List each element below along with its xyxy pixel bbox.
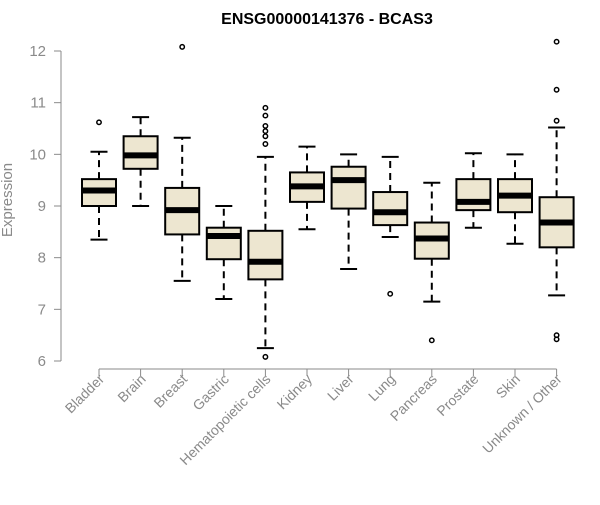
y-tick-label: 8 — [38, 250, 46, 267]
box — [372, 191, 409, 227]
box — [247, 229, 284, 281]
y-tick-label: 6 — [38, 353, 46, 370]
box-group — [81, 119, 117, 241]
outlier-point — [262, 122, 269, 129]
y-tick-label: 10 — [29, 146, 46, 163]
outlier-point — [262, 141, 269, 147]
outlier-point — [553, 86, 560, 93]
outlier-point — [553, 117, 560, 124]
box-group — [247, 104, 284, 360]
outlier-point — [262, 133, 269, 140]
box-group — [497, 153, 533, 245]
outlier-point — [553, 332, 560, 339]
x-tick-label: Prostate — [433, 371, 481, 419]
outlier-point — [553, 38, 560, 45]
outlier-point — [262, 112, 269, 119]
box-group — [289, 145, 325, 231]
x-tick-label: Unknown / Other — [479, 371, 565, 457]
box-group — [122, 116, 159, 207]
x-tick-label: Liver — [324, 371, 357, 404]
y-tick-label: 9 — [38, 198, 46, 215]
box — [330, 165, 367, 210]
y-tick-label: 7 — [38, 301, 46, 318]
box-group — [372, 155, 409, 297]
box-group — [205, 205, 242, 300]
outlier-point — [262, 128, 269, 135]
plot-area — [81, 38, 575, 360]
outlier-point — [428, 337, 435, 344]
x-tick-label: Bladder — [62, 371, 108, 417]
x-tick-label: Breast — [150, 371, 190, 411]
x-tick-label: Skin — [493, 371, 524, 402]
chart-title: ENSG00000141376 - BCAS3 — [221, 11, 433, 28]
box-group — [455, 152, 492, 229]
box-group — [330, 153, 367, 271]
y-axis-label: Expression — [0, 163, 16, 237]
box-group — [413, 181, 450, 344]
x-tick-label: Lung — [365, 371, 398, 404]
x-tick-label: Kidney — [274, 371, 316, 413]
y-tick-label: 12 — [29, 43, 46, 60]
outlier-point — [262, 353, 269, 360]
x-tick-label: Brain — [114, 371, 148, 405]
outlier-point — [96, 119, 102, 126]
box — [205, 226, 242, 261]
y-axis: 6 7 8 9 10 11 12 — [29, 43, 62, 370]
box — [455, 178, 492, 212]
box-group — [538, 38, 575, 343]
outlier-point — [387, 290, 394, 297]
box-group — [164, 43, 201, 282]
outlier-point — [262, 104, 269, 111]
y-tick-label: 11 — [30, 95, 46, 112]
outlier-point — [179, 43, 186, 50]
